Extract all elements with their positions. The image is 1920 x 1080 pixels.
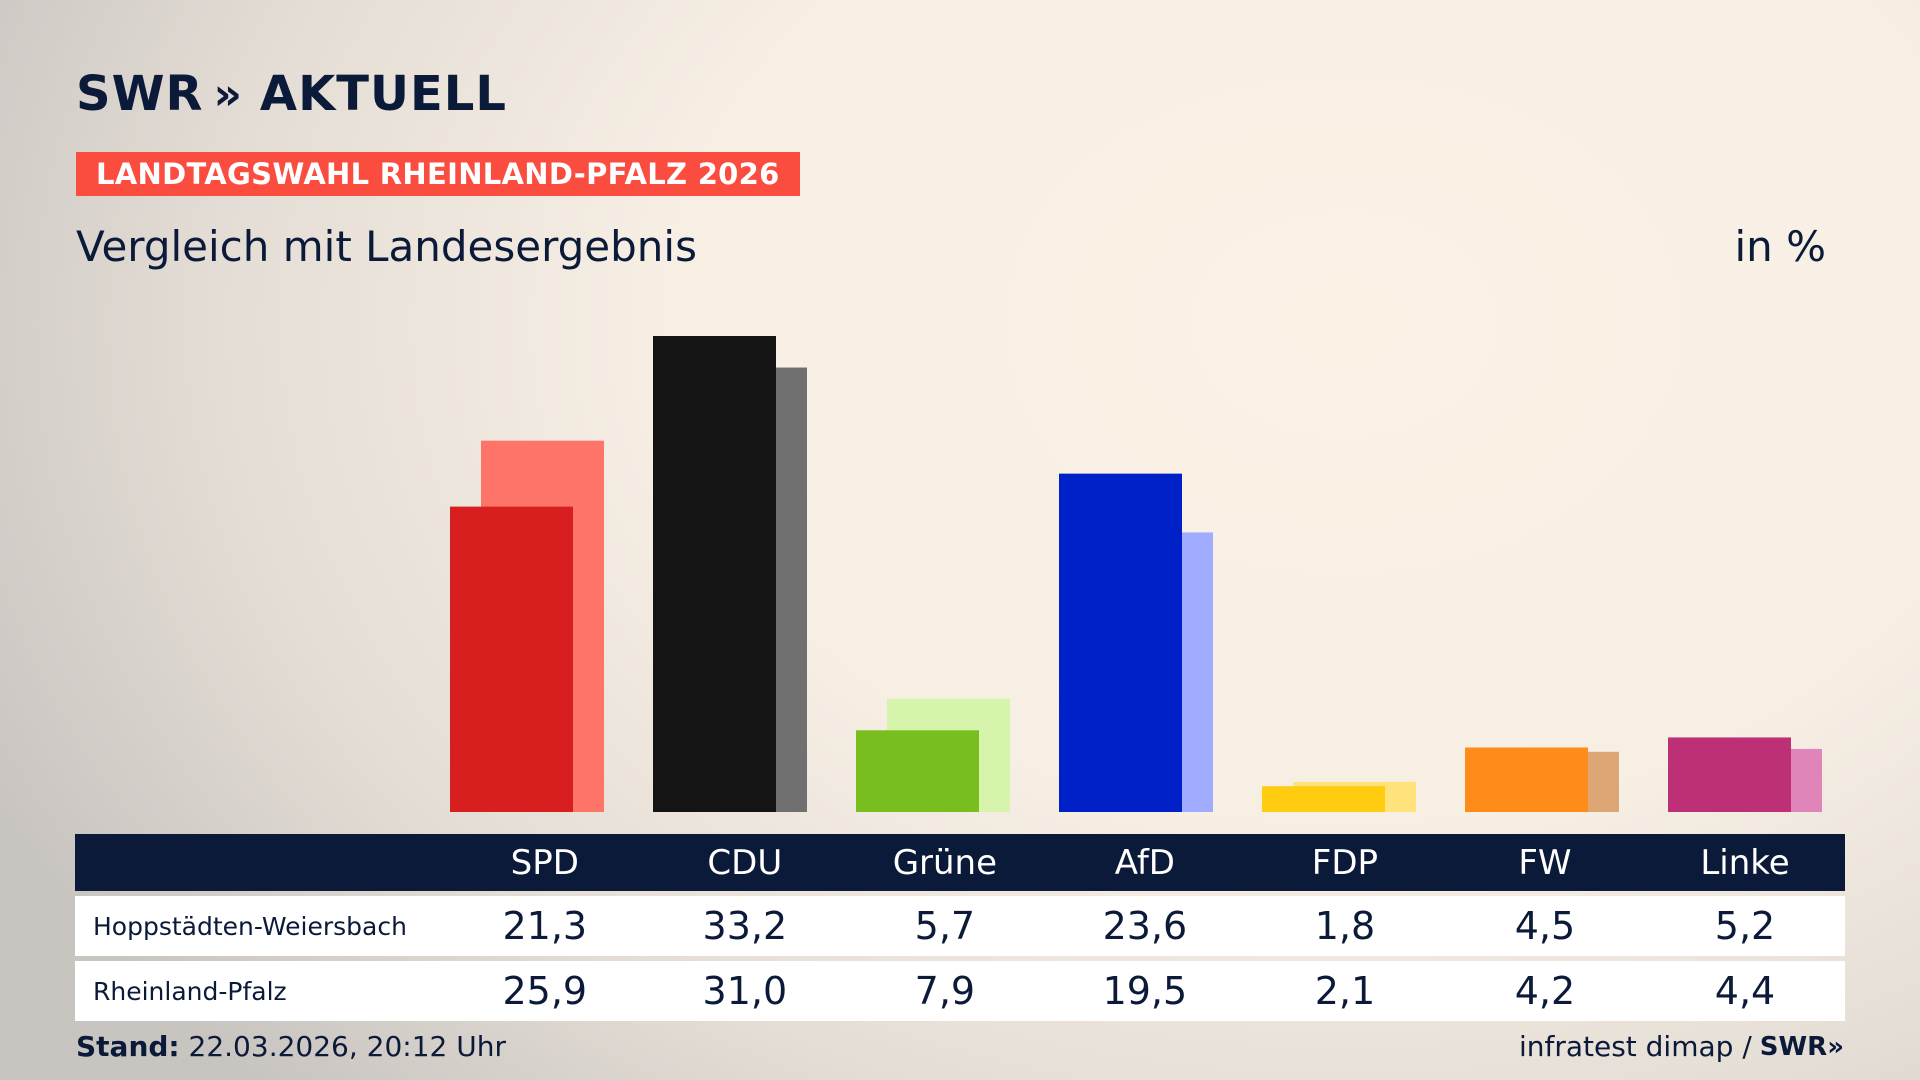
logo-aktuell: AKTUELL [259, 66, 507, 122]
value-state-spd: 25,9 [502, 969, 588, 1013]
header-party-fdp: FDP [1311, 842, 1379, 883]
header-party-fw: FW [1518, 842, 1572, 883]
header-party-afd: AfD [1114, 842, 1175, 883]
value-state-cdu: 31,0 [702, 969, 788, 1013]
source-credit: infratest dimap / SWR» [1519, 1030, 1844, 1063]
bar-local-fdp [1262, 786, 1385, 812]
value-state-fdp: 2,1 [1314, 969, 1376, 1013]
value-local-linke: 5,2 [1714, 904, 1776, 948]
value-local-spd: 21,3 [502, 904, 588, 948]
value-local-afd: 23,6 [1102, 904, 1188, 948]
table-row-state: Rheinland-Pfalz 25,9 31,0 7,9 19,5 2,1 4… [75, 961, 1845, 1021]
table-row-local: Hoppstädten-Weiersbach 21,3 33,2 5,7 23,… [75, 896, 1845, 956]
row-label-local: Hoppstädten-Weiersbach [93, 911, 407, 941]
results-table: SPD CDU Grüne AfD FDP FW Linke Hoppstädt… [75, 834, 1845, 1021]
value-local-fw: 4,5 [1514, 904, 1576, 948]
bar-local-cdu [653, 336, 776, 812]
bar-local-gruene [856, 730, 979, 812]
value-state-gruene: 7,9 [914, 969, 976, 1013]
value-state-afd: 19,5 [1102, 969, 1188, 1013]
value-state-linke: 4,4 [1714, 969, 1776, 1013]
value-state-fw: 4,2 [1514, 969, 1576, 1013]
row-label-state: Rheinland-Pfalz [93, 976, 287, 1006]
swr-aktuell-logo: SWR » AKTUELL [76, 66, 507, 122]
bar-local-fw [1465, 747, 1588, 812]
stand-label: Stand: [76, 1030, 180, 1063]
value-local-gruene: 5,7 [914, 904, 976, 948]
source-text: infratest dimap / [1518, 1030, 1752, 1063]
header-party-cdu: CDU [707, 842, 783, 883]
bar-local-linke [1668, 737, 1791, 812]
bar-local-spd [450, 506, 573, 812]
header-party-spd: SPD [510, 842, 579, 883]
value-local-fdp: 1,8 [1314, 904, 1376, 948]
chart-subtitle: Vergleich mit Landesergebnis [76, 222, 697, 271]
value-local-cdu: 33,2 [702, 904, 788, 948]
swr-mini-logo: SWR» [1759, 1031, 1844, 1062]
header-party-gruene: Grüne [892, 842, 998, 883]
header-party-linke: Linke [1700, 842, 1790, 883]
table-header: SPD CDU Grüne AfD FDP FW Linke [75, 834, 1845, 891]
logo-swr: SWR [76, 66, 204, 122]
election-badge: LANDTAGSWAHL RHEINLAND-PFALZ 2026 [76, 152, 800, 196]
unit-label: in % [1734, 222, 1826, 271]
timestamp: Stand: 22.03.2026, 20:12 Uhr [76, 1030, 506, 1063]
stand-value: 22.03.2026, 20:12 Uhr [188, 1030, 506, 1063]
bar-local-afd [1059, 473, 1182, 812]
